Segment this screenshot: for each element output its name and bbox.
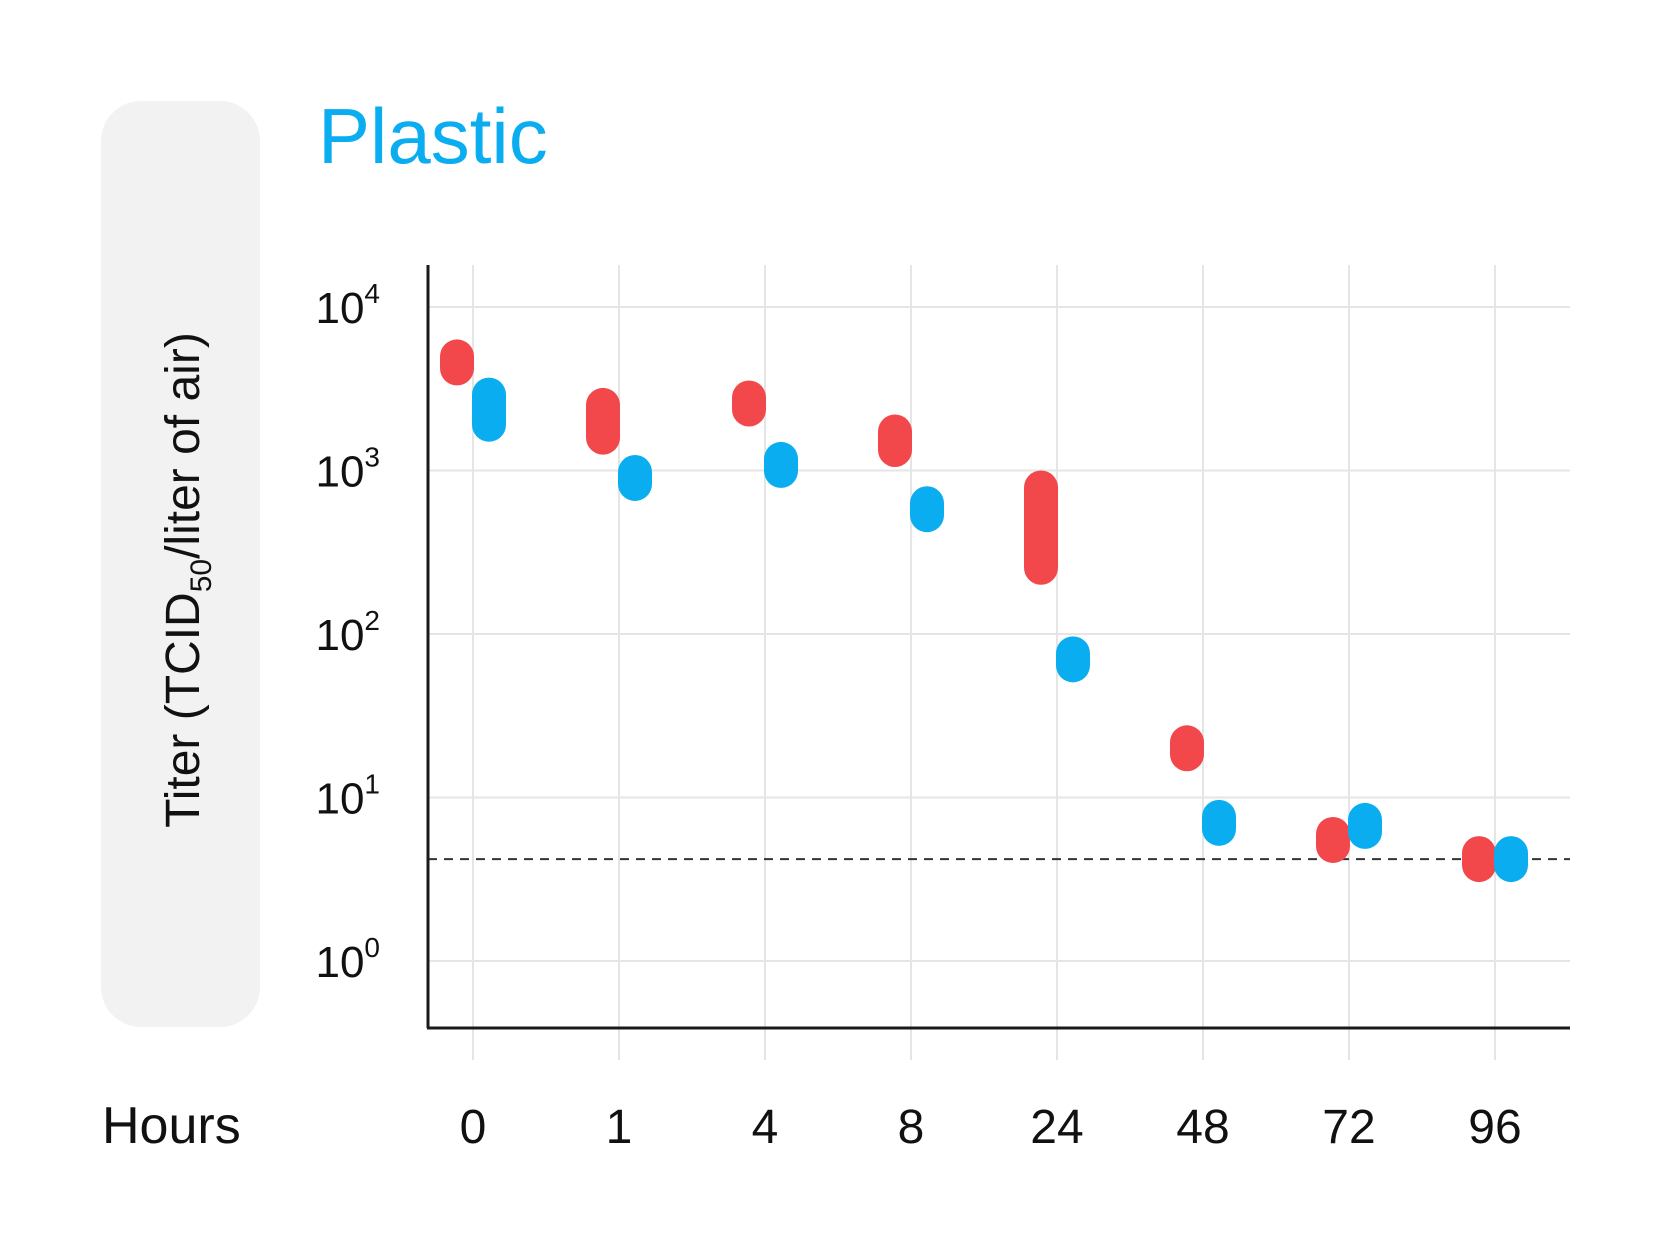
range-bar-red-96h	[1462, 836, 1496, 883]
range-bar-blue-8h	[910, 486, 944, 533]
y-tick-base: 10	[315, 284, 364, 333]
range-bar-red-1h	[586, 387, 620, 455]
y-axis-label-suffix: /liter of air)	[157, 332, 210, 559]
y-axis-label-prefix: Titer (TCID	[157, 592, 210, 828]
y-tick-label: 100	[315, 932, 380, 987]
range-bar-red-24h	[1024, 470, 1058, 585]
gridlines	[428, 265, 1570, 1060]
range-bar-red-48h	[1170, 725, 1204, 772]
y-tick-label: 101	[315, 769, 380, 824]
y-tick-exponent: 1	[364, 769, 380, 800]
y-axis-label-subscript: 50	[185, 559, 218, 592]
range-bar-red-8h	[878, 414, 912, 468]
x-tick-label: 0	[460, 1101, 487, 1154]
range-bar-blue-4h	[764, 441, 798, 488]
y-tick-exponent: 2	[364, 605, 380, 636]
x-tick-label: 96	[1468, 1101, 1521, 1154]
range-bar-red-0h	[440, 339, 474, 386]
y-tick-exponent: 4	[364, 278, 380, 309]
range-bar-blue-48h	[1202, 799, 1236, 846]
x-tick-label: 4	[752, 1101, 779, 1154]
range-bar-blue-24h	[1056, 636, 1090, 683]
ylabel-panel	[101, 101, 260, 1027]
range-bar-blue-1h	[618, 454, 652, 501]
chart-title: Plastic	[318, 92, 548, 180]
y-tick-exponent: 0	[364, 932, 380, 963]
range-bar-red-4h	[732, 380, 766, 427]
y-tick-exponent: 3	[364, 442, 380, 473]
range-bar-blue-96h	[1494, 836, 1528, 883]
y-tick-label: 103	[315, 442, 380, 497]
y-tick-base: 10	[315, 938, 364, 987]
x-tick-label: 72	[1322, 1101, 1375, 1154]
x-tick-label: 24	[1030, 1101, 1083, 1154]
range-bar-blue-72h	[1348, 802, 1382, 849]
data-marks	[440, 339, 1528, 883]
x-tick-labels: 0 1 4 8 24 48 72 96	[460, 1101, 1522, 1154]
y-tick-label: 104	[315, 278, 380, 333]
y-tick-label: 102	[315, 605, 380, 660]
x-tick-label: 8	[898, 1101, 925, 1154]
range-bar-red-72h	[1316, 816, 1350, 863]
y-tick-base: 10	[315, 448, 364, 497]
y-axis-label: Titer (TCID50/liter of air)	[157, 332, 218, 828]
range-bar-blue-0h	[472, 377, 506, 442]
x-axis-label: Hours	[102, 1097, 241, 1155]
y-tick-base: 10	[315, 611, 364, 660]
x-tick-label: 1	[606, 1101, 633, 1154]
x-tick-label: 48	[1176, 1101, 1229, 1154]
y-tick-base: 10	[315, 775, 364, 824]
